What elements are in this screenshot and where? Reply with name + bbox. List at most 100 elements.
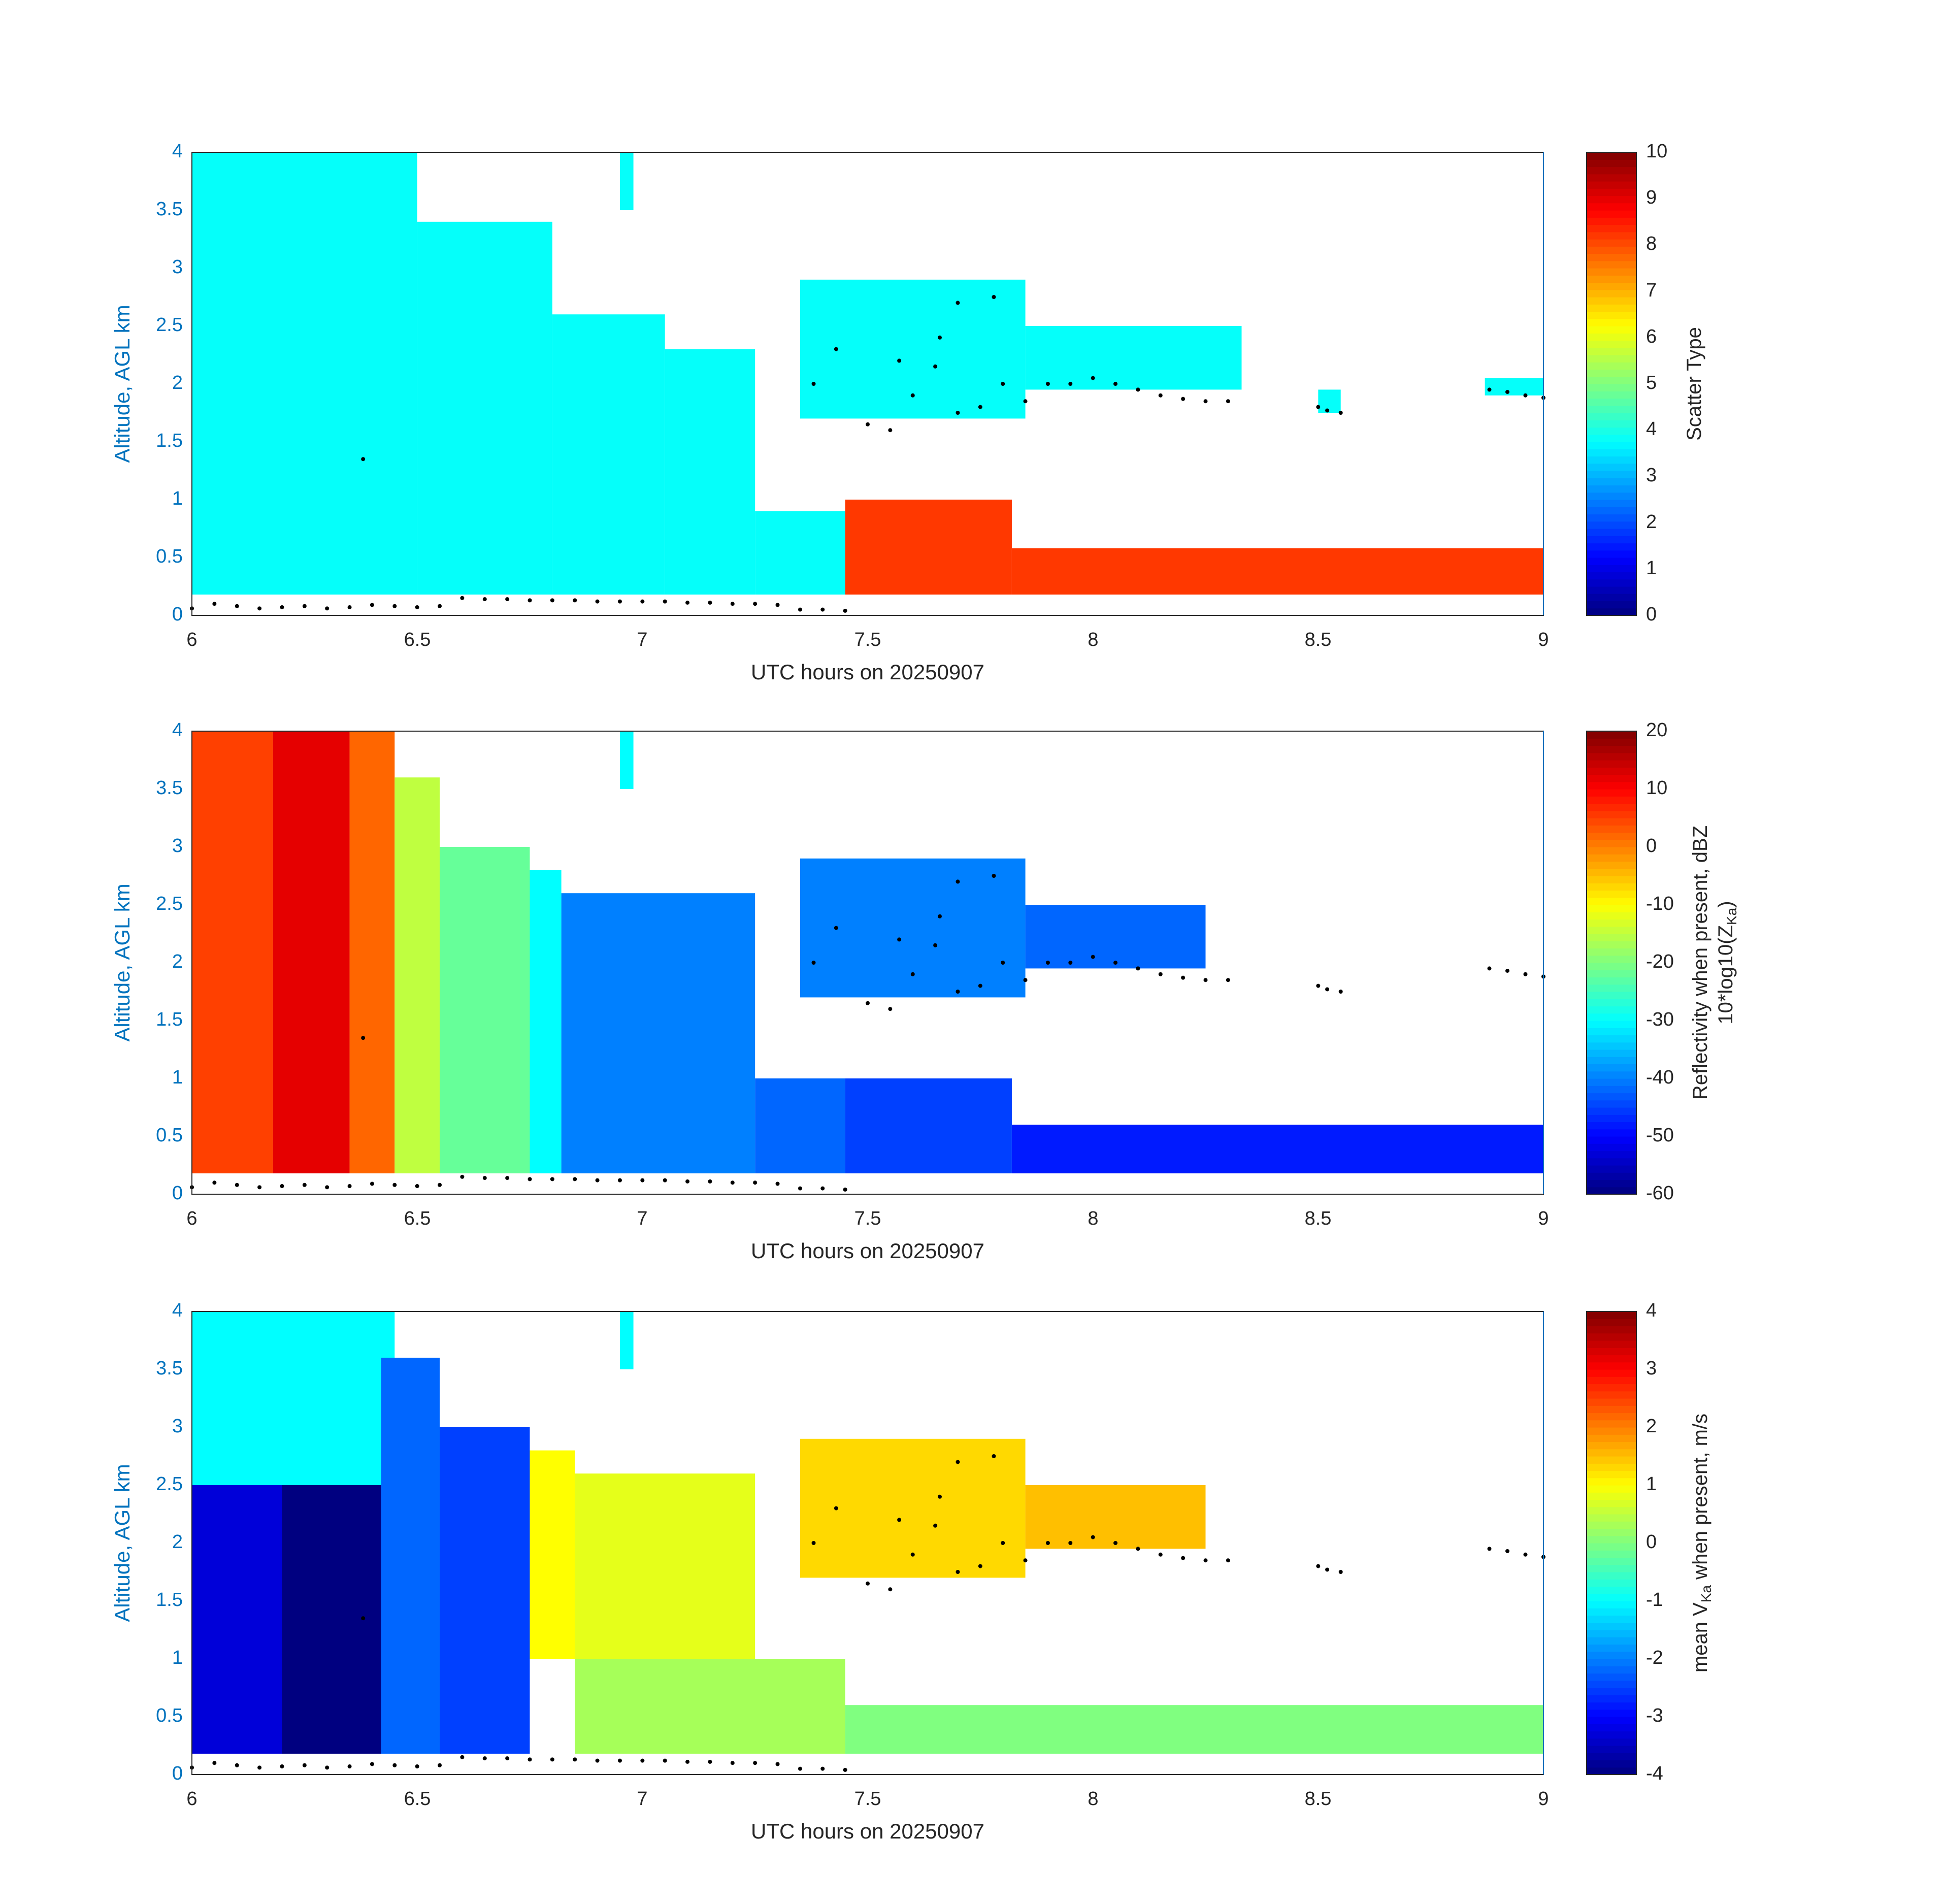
- colorbar-tick-label: -40: [1646, 1067, 1674, 1088]
- surface-dot: [415, 1184, 419, 1189]
- surface-dot: [257, 1765, 262, 1770]
- colorbar-step: [1587, 1702, 1636, 1710]
- colorbar-label-pre: mean V: [1689, 1602, 1711, 1672]
- colorbar-step: [1587, 1384, 1636, 1392]
- y-axis-label: Altitude, AGL km: [110, 883, 134, 1041]
- surface-dot: [505, 1176, 510, 1180]
- heatmap-cell: [440, 847, 530, 1173]
- surface-dot: [663, 1178, 667, 1183]
- surface-dot: [280, 1184, 284, 1189]
- surface-dot: [1203, 1558, 1208, 1563]
- surface-dot: [843, 1187, 847, 1192]
- colorbar-label-text: 10*log10(Z: [1715, 925, 1737, 1025]
- colorbar-step: [1587, 239, 1636, 247]
- colorbar-step: [1587, 275, 1636, 283]
- colorbar-step: [1587, 318, 1636, 326]
- colorbar-step: [1587, 246, 1636, 254]
- colorbar-step: [1587, 1006, 1636, 1014]
- colorbar-step: [1587, 1666, 1636, 1674]
- colorbar-step: [1587, 1506, 1636, 1515]
- heatmap-cell: [800, 1438, 1026, 1578]
- surface-dot: [1068, 382, 1073, 386]
- surface-dot: [1181, 1556, 1186, 1560]
- colorbar-step: [1587, 796, 1636, 804]
- surface-dot: [415, 605, 419, 610]
- y-tick-label: 4: [172, 719, 183, 741]
- surface-dot: [1203, 399, 1208, 404]
- colorbar-step: [1587, 1709, 1636, 1717]
- surface-dot: [933, 364, 938, 369]
- colorbar-step: [1587, 883, 1636, 891]
- colorbar-step: [1587, 1478, 1636, 1486]
- colorbar-step: [1587, 1093, 1636, 1101]
- surface-dot: [550, 1177, 554, 1181]
- colorbar-frame: [1586, 152, 1637, 616]
- colorbar-step: [1587, 1078, 1636, 1086]
- surface-dot: [415, 1764, 419, 1769]
- surface-dot: [505, 1756, 510, 1761]
- x-tick-label: 6: [186, 1208, 197, 1229]
- y-tick-label: 0.5: [156, 546, 183, 567]
- surface-dot: [1325, 408, 1330, 413]
- surface-dot: [1338, 1570, 1343, 1574]
- surface-dot: [888, 1007, 893, 1011]
- colorbar-step: [1587, 188, 1636, 196]
- heatmap-cells: [192, 1311, 1543, 1754]
- y-ticks: 0 0.5 1 1.5 2 2.5 3 3.5 4: [156, 141, 183, 625]
- colorbar-step: [1587, 948, 1636, 956]
- colorbar-step: [1587, 413, 1636, 420]
- colorbar-tick-label: 10: [1646, 777, 1667, 799]
- y-tick-label: 2: [172, 372, 183, 393]
- x-tick-label: 7: [637, 1208, 647, 1229]
- surface-dot: [1487, 966, 1492, 971]
- heatmap-cell: [561, 893, 755, 1173]
- y-tick-label: 2.5: [156, 893, 183, 914]
- colorbar-step: [1587, 1543, 1636, 1551]
- colorbar-step: [1587, 1688, 1636, 1695]
- colorbar-step: [1587, 926, 1636, 934]
- colorbar-step: [1587, 1114, 1636, 1123]
- surface-dot: [1091, 376, 1095, 380]
- surface-dot: [1068, 961, 1073, 965]
- y-tick-label: 1.5: [156, 1009, 183, 1030]
- surface-dot: [1181, 397, 1186, 401]
- surface-dot: [753, 1761, 758, 1765]
- colorbar-step: [1587, 601, 1636, 609]
- heatmap-cell: [619, 1311, 634, 1369]
- surface-dot: [361, 457, 366, 462]
- surface-dot: [1487, 387, 1492, 392]
- surface-dot: [482, 1176, 487, 1180]
- surface-dot: [257, 1185, 262, 1190]
- colorbar-step: [1587, 941, 1636, 949]
- colorbar-tick-label: -1: [1646, 1589, 1663, 1611]
- surface-dot: [1505, 1549, 1510, 1553]
- colorbar-tick-label: 2: [1646, 1416, 1657, 1437]
- colorbar-step: [1587, 752, 1636, 761]
- surface-dot: [1136, 387, 1140, 392]
- surface-dot: [361, 1616, 366, 1621]
- surface-dot: [811, 961, 816, 965]
- colorbar-step: [1587, 825, 1636, 833]
- surface-dot: [1158, 393, 1163, 398]
- surface-dot: [708, 1179, 712, 1184]
- colorbar-step: [1587, 1622, 1636, 1630]
- surface-dot: [1023, 978, 1028, 982]
- colorbar-step: [1587, 781, 1636, 790]
- surface-dot: [361, 1036, 366, 1040]
- colorbar-step: [1587, 449, 1636, 457]
- colorbar-step: [1587, 847, 1636, 855]
- surface-dot: [235, 1763, 239, 1767]
- colorbar-label-post: when present, m/s: [1689, 1414, 1711, 1585]
- colorbar-step: [1587, 1405, 1636, 1414]
- colorbar-step: [1587, 970, 1636, 978]
- surface-dot: [1523, 972, 1528, 976]
- surface-dot: [347, 1764, 352, 1769]
- colorbar-step: [1587, 1695, 1636, 1703]
- colorbar-step: [1587, 876, 1636, 883]
- surface-dot: [1023, 399, 1028, 404]
- surface-dot: [663, 1758, 667, 1763]
- colorbar-step: [1587, 905, 1636, 912]
- surface-dot: [528, 1757, 532, 1762]
- surface-dot: [956, 879, 960, 884]
